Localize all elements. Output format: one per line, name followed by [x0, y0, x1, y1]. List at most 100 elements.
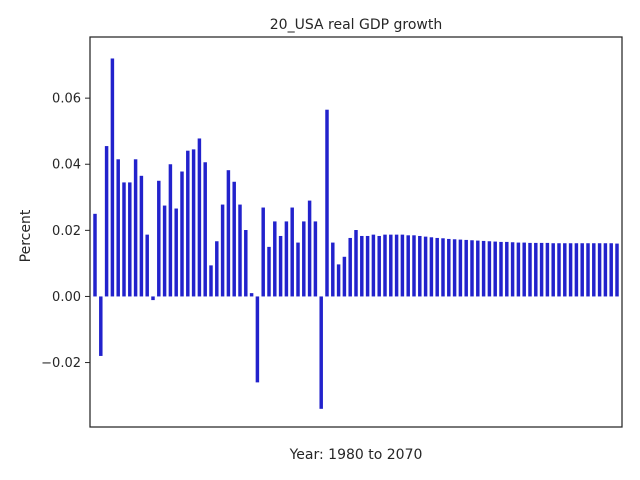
bar-2002	[220, 204, 225, 297]
bar-2044	[464, 239, 468, 297]
bar-2049	[493, 241, 497, 297]
bar-2025	[354, 230, 358, 297]
bar-2023	[342, 256, 347, 297]
bar-1990	[151, 296, 155, 301]
bar-2031	[389, 234, 393, 297]
bar-2053	[516, 242, 521, 297]
y-tick-label: −0.02	[41, 356, 81, 371]
y-tick-label: 0.04	[52, 158, 81, 173]
bar-2040	[441, 238, 445, 297]
bar-2004	[232, 181, 236, 297]
bar-2065	[586, 243, 590, 297]
bar-2037	[423, 236, 428, 297]
bar-2056	[534, 242, 538, 297]
bar-2062	[568, 243, 573, 297]
bar-1995	[180, 171, 184, 297]
bar-2057	[539, 242, 544, 297]
bar-2029	[377, 235, 381, 297]
bar-2024	[348, 237, 352, 297]
bar-2066	[592, 243, 596, 297]
bar-2034	[406, 235, 410, 297]
bar-2026	[360, 235, 364, 297]
bar-2030	[383, 234, 387, 297]
bar-1983	[110, 58, 115, 297]
bar-1980	[93, 213, 97, 297]
bar-2055	[528, 242, 532, 297]
bar-2003	[226, 170, 231, 297]
bar-1997	[191, 149, 196, 297]
bar-2017	[307, 200, 312, 297]
bar-2043	[458, 239, 463, 297]
bar-2070	[615, 243, 619, 297]
bar-2033	[400, 234, 405, 297]
bar-2042	[452, 239, 457, 297]
bar-2045	[470, 240, 474, 297]
bar-1996	[186, 150, 190, 297]
bar-2050	[499, 241, 503, 297]
bar-2021	[331, 242, 335, 297]
bar-2039	[435, 237, 439, 297]
bar-2048	[487, 241, 492, 297]
bar-2060	[557, 243, 561, 297]
bar-2005	[238, 204, 242, 297]
bar-2018	[313, 221, 318, 297]
bar-2028	[371, 234, 376, 297]
bar-1998	[197, 138, 202, 297]
bar-1993	[168, 164, 173, 297]
y-tick-label: 0.00	[52, 290, 81, 305]
bar-2067	[597, 243, 602, 297]
y-axis-ticks: −0.02 0.00 0.02 0.04 0.06	[41, 92, 90, 371]
bar-2064	[580, 243, 584, 297]
bar-2019	[319, 296, 323, 409]
bar-1987	[133, 159, 138, 297]
bar-1991	[157, 180, 161, 297]
bar-2036	[418, 235, 422, 297]
plot-frame	[89, 36, 623, 428]
bar-2063	[574, 243, 579, 297]
bar-2011	[273, 221, 277, 297]
bar-2013	[284, 221, 289, 297]
bar-2007	[249, 293, 254, 297]
bar-2054	[522, 242, 526, 297]
bar-2008	[255, 296, 260, 383]
bar-2014	[290, 207, 294, 297]
bar-2059	[551, 243, 555, 297]
y-axis-label: Percent	[18, 209, 34, 262]
bar-1989	[145, 234, 149, 297]
bar-2051	[505, 241, 509, 297]
bar-1984	[116, 159, 120, 297]
bar-2068	[603, 243, 608, 297]
bar-1999	[203, 162, 207, 297]
bar-1994	[174, 208, 178, 297]
bar-2027	[365, 235, 370, 297]
x-axis-label: Year: 1980 to 2070	[289, 447, 423, 463]
bar-2032	[394, 234, 399, 297]
bar-2047	[481, 240, 486, 297]
chart-title: 20_USA real GDP growth	[270, 17, 442, 33]
bar-2010	[267, 246, 271, 297]
bar-1988	[139, 175, 144, 297]
bar-2041	[447, 238, 451, 297]
bar-1981	[99, 296, 103, 356]
bar-2046	[476, 240, 480, 297]
y-tick-label: 0.02	[52, 224, 81, 239]
bar-2069	[609, 243, 613, 297]
bar-2052	[510, 242, 515, 297]
bar-2058	[545, 242, 550, 297]
bar-1992	[162, 205, 167, 297]
bar-2009	[261, 207, 265, 297]
bar-2038	[429, 237, 434, 297]
bars-group	[93, 58, 619, 409]
bar-2035	[412, 235, 416, 297]
bar-1982	[104, 146, 109, 297]
bar-2012	[278, 235, 283, 297]
bar-2020	[325, 109, 329, 297]
bar-2015	[296, 242, 300, 297]
bar-2006	[244, 230, 248, 297]
bar-1985	[122, 182, 126, 297]
y-tick-label: 0.06	[52, 92, 81, 107]
bar-2022	[336, 264, 341, 297]
bar-2001	[215, 241, 219, 297]
bar-2061	[563, 243, 567, 297]
